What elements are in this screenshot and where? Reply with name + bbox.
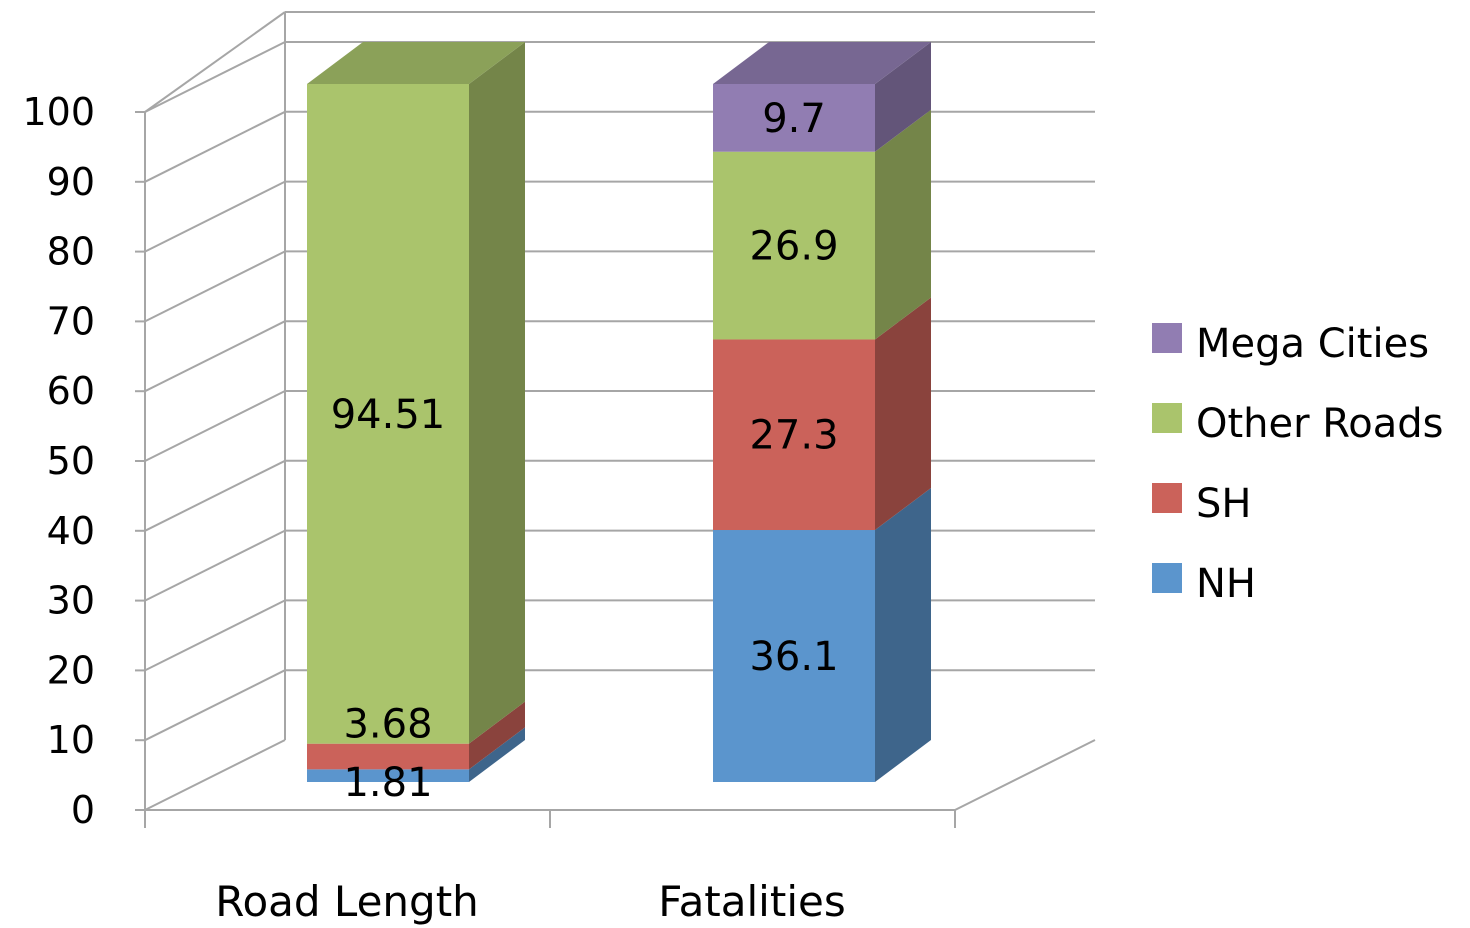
bar-segment-nh xyxy=(713,530,875,782)
gridline-diagonal xyxy=(144,669,286,742)
bar-segment-side xyxy=(875,109,931,340)
bar-segment-top xyxy=(713,42,931,84)
y-tick-label: 0 xyxy=(71,788,95,832)
bar-segment-side xyxy=(469,701,525,770)
gridline-diagonal xyxy=(144,11,286,113)
grid xyxy=(144,11,1095,811)
gridline-diagonal xyxy=(144,529,286,602)
gridline-diagonal xyxy=(144,180,286,253)
bar-segment-sh xyxy=(713,339,875,531)
y-tick-label: 30 xyxy=(47,579,95,623)
bar-segment-mega-cities xyxy=(713,84,875,152)
floor-edge xyxy=(954,739,1096,811)
data-labels: 1.81 3.68 94.51 36.1 27.3 26.9 9.7 xyxy=(331,96,839,806)
gridline-diagonal xyxy=(144,110,286,183)
legend-label: NH xyxy=(1196,561,1256,607)
gridline-diagonal xyxy=(144,739,286,811)
data-label: 9.7 xyxy=(762,96,826,142)
data-label: 3.68 xyxy=(343,702,432,748)
data-label: 27.3 xyxy=(749,413,838,459)
gridline-diagonal xyxy=(144,41,286,113)
bar-segment-nh xyxy=(307,769,469,782)
y-tick-label: 100 xyxy=(22,90,95,134)
legend-label: SH xyxy=(1196,481,1251,527)
y-tick-label: 50 xyxy=(47,439,95,483)
y-tick-label: 70 xyxy=(47,299,95,343)
y-tick-label: 40 xyxy=(47,509,95,553)
data-label: 36.1 xyxy=(749,634,838,680)
legend-label: Other Roads xyxy=(1196,401,1444,447)
bar-segment-top xyxy=(307,42,525,84)
legend: Mega Cities Other Roads SH NH xyxy=(1152,321,1444,607)
legend-label: Mega Cities xyxy=(1196,321,1429,367)
gridline-diagonal xyxy=(144,599,286,672)
bar-segment-side xyxy=(469,727,525,782)
legend-swatch-nh xyxy=(1152,563,1182,593)
bar-segment-sh xyxy=(307,743,469,770)
legend-swatch-sh xyxy=(1152,483,1182,513)
gridline-diagonal xyxy=(144,320,286,393)
y-tick-label: 90 xyxy=(47,160,95,204)
y-tick-label: 60 xyxy=(47,369,95,413)
y-tick-label: 80 xyxy=(47,230,95,274)
bar-segment-other-roads xyxy=(713,151,875,340)
gridline-diagonal xyxy=(144,390,286,462)
bar-segment-side xyxy=(875,297,931,531)
legend-swatch-mega-cities xyxy=(1152,323,1182,353)
x-tick-label: Fatalities xyxy=(658,877,845,926)
y-tick-label: 10 xyxy=(47,718,95,762)
data-label: 26.9 xyxy=(749,224,838,270)
legend-swatch-other-roads xyxy=(1152,403,1182,433)
bars xyxy=(307,42,931,782)
gridline-diagonal xyxy=(144,459,286,532)
gridline-diagonal xyxy=(144,250,286,323)
x-tick-label: Road Length xyxy=(215,877,479,926)
y-tick-label: 20 xyxy=(47,648,95,692)
bar-segment-side xyxy=(875,42,931,152)
bar-segment-side xyxy=(875,488,931,782)
bar-segment-other-roads xyxy=(307,84,469,744)
axes: 0 10 20 30 40 50 60 70 80 90 100 Road Length Fatalit… xyxy=(22,12,1096,926)
data-label: 94.51 xyxy=(331,392,446,438)
bar-segment-side xyxy=(469,42,525,744)
data-label: 1.81 xyxy=(343,760,432,806)
